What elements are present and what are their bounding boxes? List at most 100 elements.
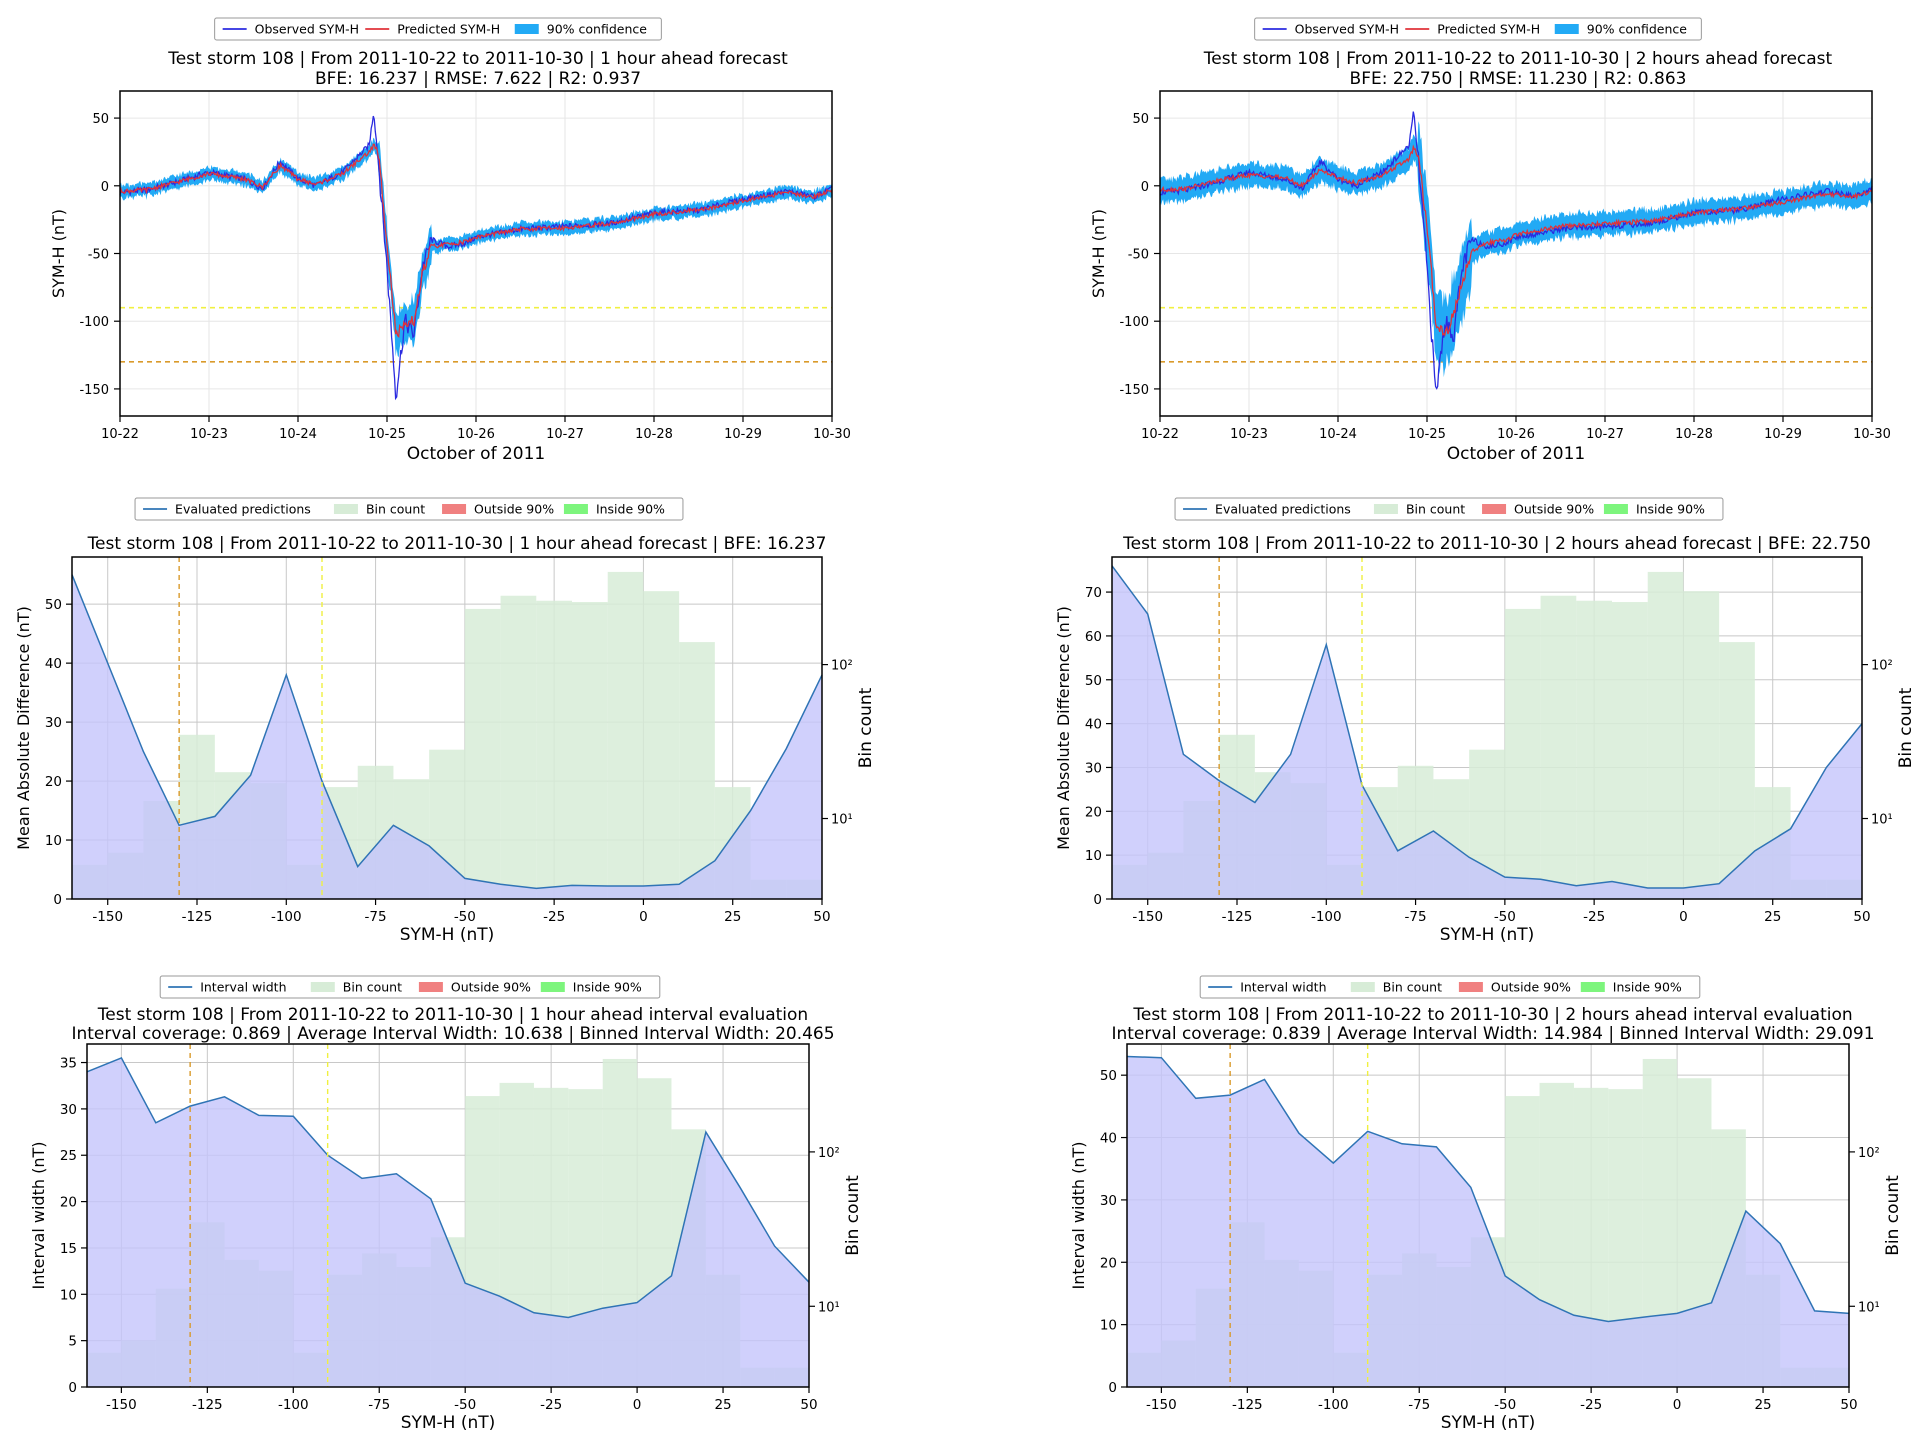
chart-title: Test storm 108 | From 2011-10-22 to 2011… xyxy=(97,1005,808,1025)
evaluation-legend-label: Interval width xyxy=(200,980,286,995)
x-tick-label: 25 xyxy=(1754,1397,1771,1413)
x-tick-label: -100 xyxy=(271,909,302,925)
y-tick-label: -50 xyxy=(1128,248,1149,263)
bin-count-bar xyxy=(500,595,537,899)
x-tick-label: 25 xyxy=(724,909,741,925)
inside-90-legend-swatch xyxy=(540,982,565,992)
x-tick-label: 10-30 xyxy=(813,427,851,442)
y-tick-label: 0 xyxy=(68,1380,77,1396)
y-tick-label: 50 xyxy=(1132,112,1149,127)
bin-count-legend-swatch xyxy=(310,982,335,992)
chart-subtitle: BFE: 22.750 | RMSE: 11.230 | R2: 0.863 xyxy=(1350,69,1687,89)
y2-tick-label: 10² xyxy=(818,1146,840,1161)
y-tick-label: 10 xyxy=(45,833,62,849)
bin-count-legend-swatch xyxy=(333,504,358,514)
y-axis-label: Interval width (nT) xyxy=(29,1142,48,1290)
bin-count-legend-label: Bin count xyxy=(366,502,425,517)
y-tick-label: 40 xyxy=(1100,1131,1117,1147)
inside-90-legend-label: Inside 90% xyxy=(573,980,642,995)
x-tick-label: -125 xyxy=(1232,1397,1263,1413)
legend-box xyxy=(134,497,684,521)
bin-count-bar xyxy=(643,591,680,899)
x-tick-label: -75 xyxy=(368,1397,390,1413)
outside-90-legend-swatch xyxy=(442,504,467,514)
y-tick-label: 30 xyxy=(60,1102,77,1118)
x-axis-label: October of 2011 xyxy=(1447,444,1586,464)
chart-storm108-2h-timeseries: Observed SYM-H Predicted SYM-H 90% confide… xyxy=(1089,17,1891,464)
x-tick-label: -75 xyxy=(365,909,387,925)
chart-title: Test storm 108 | From 2011-10-22 to 2011… xyxy=(1122,534,1871,554)
y-tick-label: 50 xyxy=(1085,673,1102,689)
y-tick-label: -150 xyxy=(1119,383,1149,398)
inside-90-legend-label: Inside 90% xyxy=(1613,980,1682,995)
y-tick-label: 0 xyxy=(1093,892,1102,908)
chart-title: Test storm 108 | From 2011-10-22 to 2011… xyxy=(167,49,788,69)
bin-count-bar xyxy=(1540,595,1577,899)
evaluation-legend-label: Evaluated predictions xyxy=(1215,502,1351,517)
legend-box xyxy=(1174,497,1724,521)
y-tick-label: -100 xyxy=(1119,315,1149,330)
x-tick-label: -25 xyxy=(1580,1397,1602,1413)
y-tick-label: 30 xyxy=(1085,760,1102,776)
x-axis-label: SYM-H (nT) xyxy=(1441,1413,1536,1433)
y-tick-label: 0 xyxy=(1108,1380,1117,1396)
plot-frame xyxy=(71,556,823,900)
x-tick-label: 0 xyxy=(633,1397,642,1413)
inside-90-legend-label: Inside 90% xyxy=(596,502,665,517)
y-tick-label: 35 xyxy=(60,1056,77,1072)
y-tick-label: 50 xyxy=(92,112,109,127)
bin-count-bar xyxy=(607,571,644,899)
y-tick-label: 50 xyxy=(45,597,62,613)
x-tick-label: -125 xyxy=(1222,909,1253,925)
x-tick-label: -50 xyxy=(1494,1397,1516,1413)
inside-90-legend-swatch xyxy=(1603,504,1628,514)
plot-frame xyxy=(86,1043,810,1388)
legend-box xyxy=(214,17,662,41)
legend-box xyxy=(159,975,661,999)
y-tick-label: -150 xyxy=(79,383,109,398)
chart-subtitle: Interval coverage: 0.839 | Average Inter… xyxy=(1111,1024,1874,1044)
y-tick-label: 15 xyxy=(60,1241,77,1257)
y-tick-label: 0 xyxy=(1141,180,1149,195)
y-axis-label: SYM-H (nT) xyxy=(49,209,68,298)
x-tick-label: 50 xyxy=(800,1397,817,1413)
confidence-band xyxy=(1160,121,1872,378)
chart-subtitle: BFE: 16.237 | RMSE: 7.622 | R2: 0.937 xyxy=(315,69,641,89)
chart-storm108-2h-interval-width: Interval width Bin count Outside 90% Inside… xyxy=(1069,975,1903,1433)
x-tick-label: -100 xyxy=(278,1397,309,1413)
x-axis-label: SYM-H (nT) xyxy=(401,1413,496,1433)
plot-frame xyxy=(1126,1043,1850,1388)
y-tick-label: 0 xyxy=(101,180,109,195)
evaluation-line xyxy=(1111,565,1863,889)
y-tick-label: 40 xyxy=(45,656,62,672)
x-tick-label: 25 xyxy=(714,1397,731,1413)
outside-90-legend-label: Outside 90% xyxy=(474,502,554,517)
chart-storm108-1h-mean-abs-diff: Evaluated predictions Bin count Outside 90… xyxy=(14,497,876,945)
bin-count-bar xyxy=(464,608,501,899)
x-tick-label: 10-28 xyxy=(635,427,673,442)
bin-count-bar xyxy=(1612,602,1648,899)
bin-count-bar xyxy=(1504,608,1541,899)
x-tick-label: 10-28 xyxy=(1675,427,1713,442)
outside-90-legend-label: Outside 90% xyxy=(1514,502,1594,517)
bin-count-bar xyxy=(536,600,572,899)
y-tick-label: 60 xyxy=(1085,629,1102,645)
x-tick-label: -125 xyxy=(182,909,213,925)
observed-legend-label: Observed SYM-H xyxy=(1295,22,1399,37)
inside-90-legend-label: Inside 90% xyxy=(1636,502,1705,517)
predicted-legend-label: Predicted SYM-H xyxy=(1437,22,1540,37)
y-tick-label: 20 xyxy=(1100,1255,1117,1271)
x-tick-label: -25 xyxy=(543,909,565,925)
chart-storm108-1h-interval-width: Interval width Bin count Outside 90% Inside… xyxy=(29,975,863,1433)
y2-tick-label: 10¹ xyxy=(831,813,853,828)
bin-count-bar xyxy=(1647,571,1684,899)
y-tick-label: 25 xyxy=(60,1148,77,1164)
plot-frame xyxy=(119,90,833,417)
legend-box xyxy=(1254,17,1702,41)
y2-tick-label: 10² xyxy=(1858,1146,1880,1161)
x-axis-label: October of 2011 xyxy=(407,444,546,464)
x-tick-label: -50 xyxy=(454,909,476,925)
predicted-series-line xyxy=(1159,144,1873,337)
y-tick-label: 20 xyxy=(1085,804,1102,820)
y-tick-label: 20 xyxy=(45,774,62,790)
